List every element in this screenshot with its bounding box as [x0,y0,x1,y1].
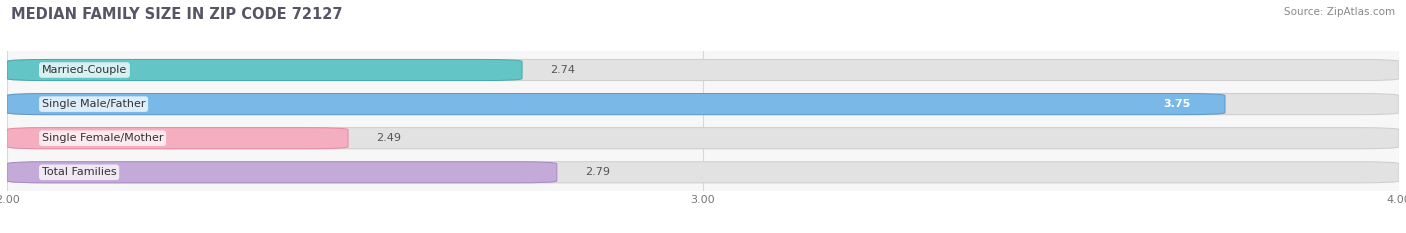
FancyBboxPatch shape [7,93,1225,115]
Text: Married-Couple: Married-Couple [42,65,127,75]
Text: Single Female/Mother: Single Female/Mother [42,133,163,143]
FancyBboxPatch shape [7,59,522,81]
Text: 2.74: 2.74 [550,65,575,75]
Text: Total Families: Total Families [42,167,117,177]
Text: 3.75: 3.75 [1163,99,1191,109]
FancyBboxPatch shape [7,59,1399,81]
Text: 2.79: 2.79 [585,167,610,177]
Text: 2.49: 2.49 [375,133,401,143]
FancyBboxPatch shape [7,128,349,149]
Text: Single Male/Father: Single Male/Father [42,99,145,109]
FancyBboxPatch shape [7,128,1399,149]
FancyBboxPatch shape [7,162,557,183]
Text: MEDIAN FAMILY SIZE IN ZIP CODE 72127: MEDIAN FAMILY SIZE IN ZIP CODE 72127 [11,7,343,22]
FancyBboxPatch shape [7,162,1399,183]
FancyBboxPatch shape [7,93,1399,115]
Text: Source: ZipAtlas.com: Source: ZipAtlas.com [1284,7,1395,17]
